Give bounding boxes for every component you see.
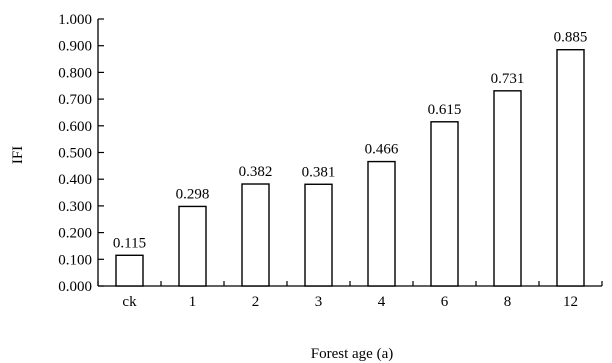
y-tick-label: 0.700 xyxy=(58,92,92,108)
y-tick-label: 0.600 xyxy=(58,119,92,135)
x-tick-label: 12 xyxy=(563,294,578,310)
data-label: 0.731 xyxy=(491,71,525,87)
y-tick-label: 0.000 xyxy=(58,279,92,295)
bar xyxy=(367,160,396,287)
y-tick-label: 0.500 xyxy=(58,146,92,162)
y-tick-label: 0.200 xyxy=(58,226,92,242)
data-label: 0.466 xyxy=(365,142,399,158)
x-tick-label: 3 xyxy=(315,294,323,310)
y-tick-label: 0.900 xyxy=(58,39,92,55)
bar xyxy=(178,205,207,287)
data-label: 0.615 xyxy=(428,102,462,118)
data-label: 0.298 xyxy=(176,186,210,202)
y-tick-label: 1.000 xyxy=(58,12,92,28)
bar xyxy=(304,183,333,287)
bar xyxy=(493,90,522,287)
data-label: 0.115 xyxy=(113,235,146,251)
x-tick-label: 2 xyxy=(252,294,260,310)
x-tick-label: ck xyxy=(122,294,137,310)
bar xyxy=(241,183,270,287)
y-axis-title: IFI xyxy=(10,146,26,164)
y-tick-label: 0.400 xyxy=(58,172,92,188)
bar xyxy=(556,49,585,287)
y-tick-label: 0.300 xyxy=(58,199,92,215)
x-tick-label: 1 xyxy=(189,294,197,310)
data-label: 0.381 xyxy=(302,164,336,180)
y-tick-label: 0.100 xyxy=(58,252,92,268)
x-tick-label: 8 xyxy=(504,294,512,310)
bars xyxy=(115,49,585,287)
x-tick-label: 4 xyxy=(378,294,386,310)
x-tick-label: 6 xyxy=(441,294,449,310)
data-label: 0.885 xyxy=(554,30,588,46)
data-labels: 0.115 0.298 0.382 0.381 0.466 0.615 0.731 0.885 xyxy=(113,30,587,252)
x-axis-title: Forest age (a) xyxy=(311,346,393,362)
bar xyxy=(430,121,459,287)
data-label: 0.382 xyxy=(239,164,273,180)
y-axis: 0.000 0.100 0.200 0.300 0.400 0.500 0.600 0.700… xyxy=(58,12,104,295)
bar xyxy=(115,254,144,287)
y-tick-label: 0.800 xyxy=(58,65,92,81)
x-axis: ck 1 2 3 4 6 8 12 xyxy=(97,281,603,310)
